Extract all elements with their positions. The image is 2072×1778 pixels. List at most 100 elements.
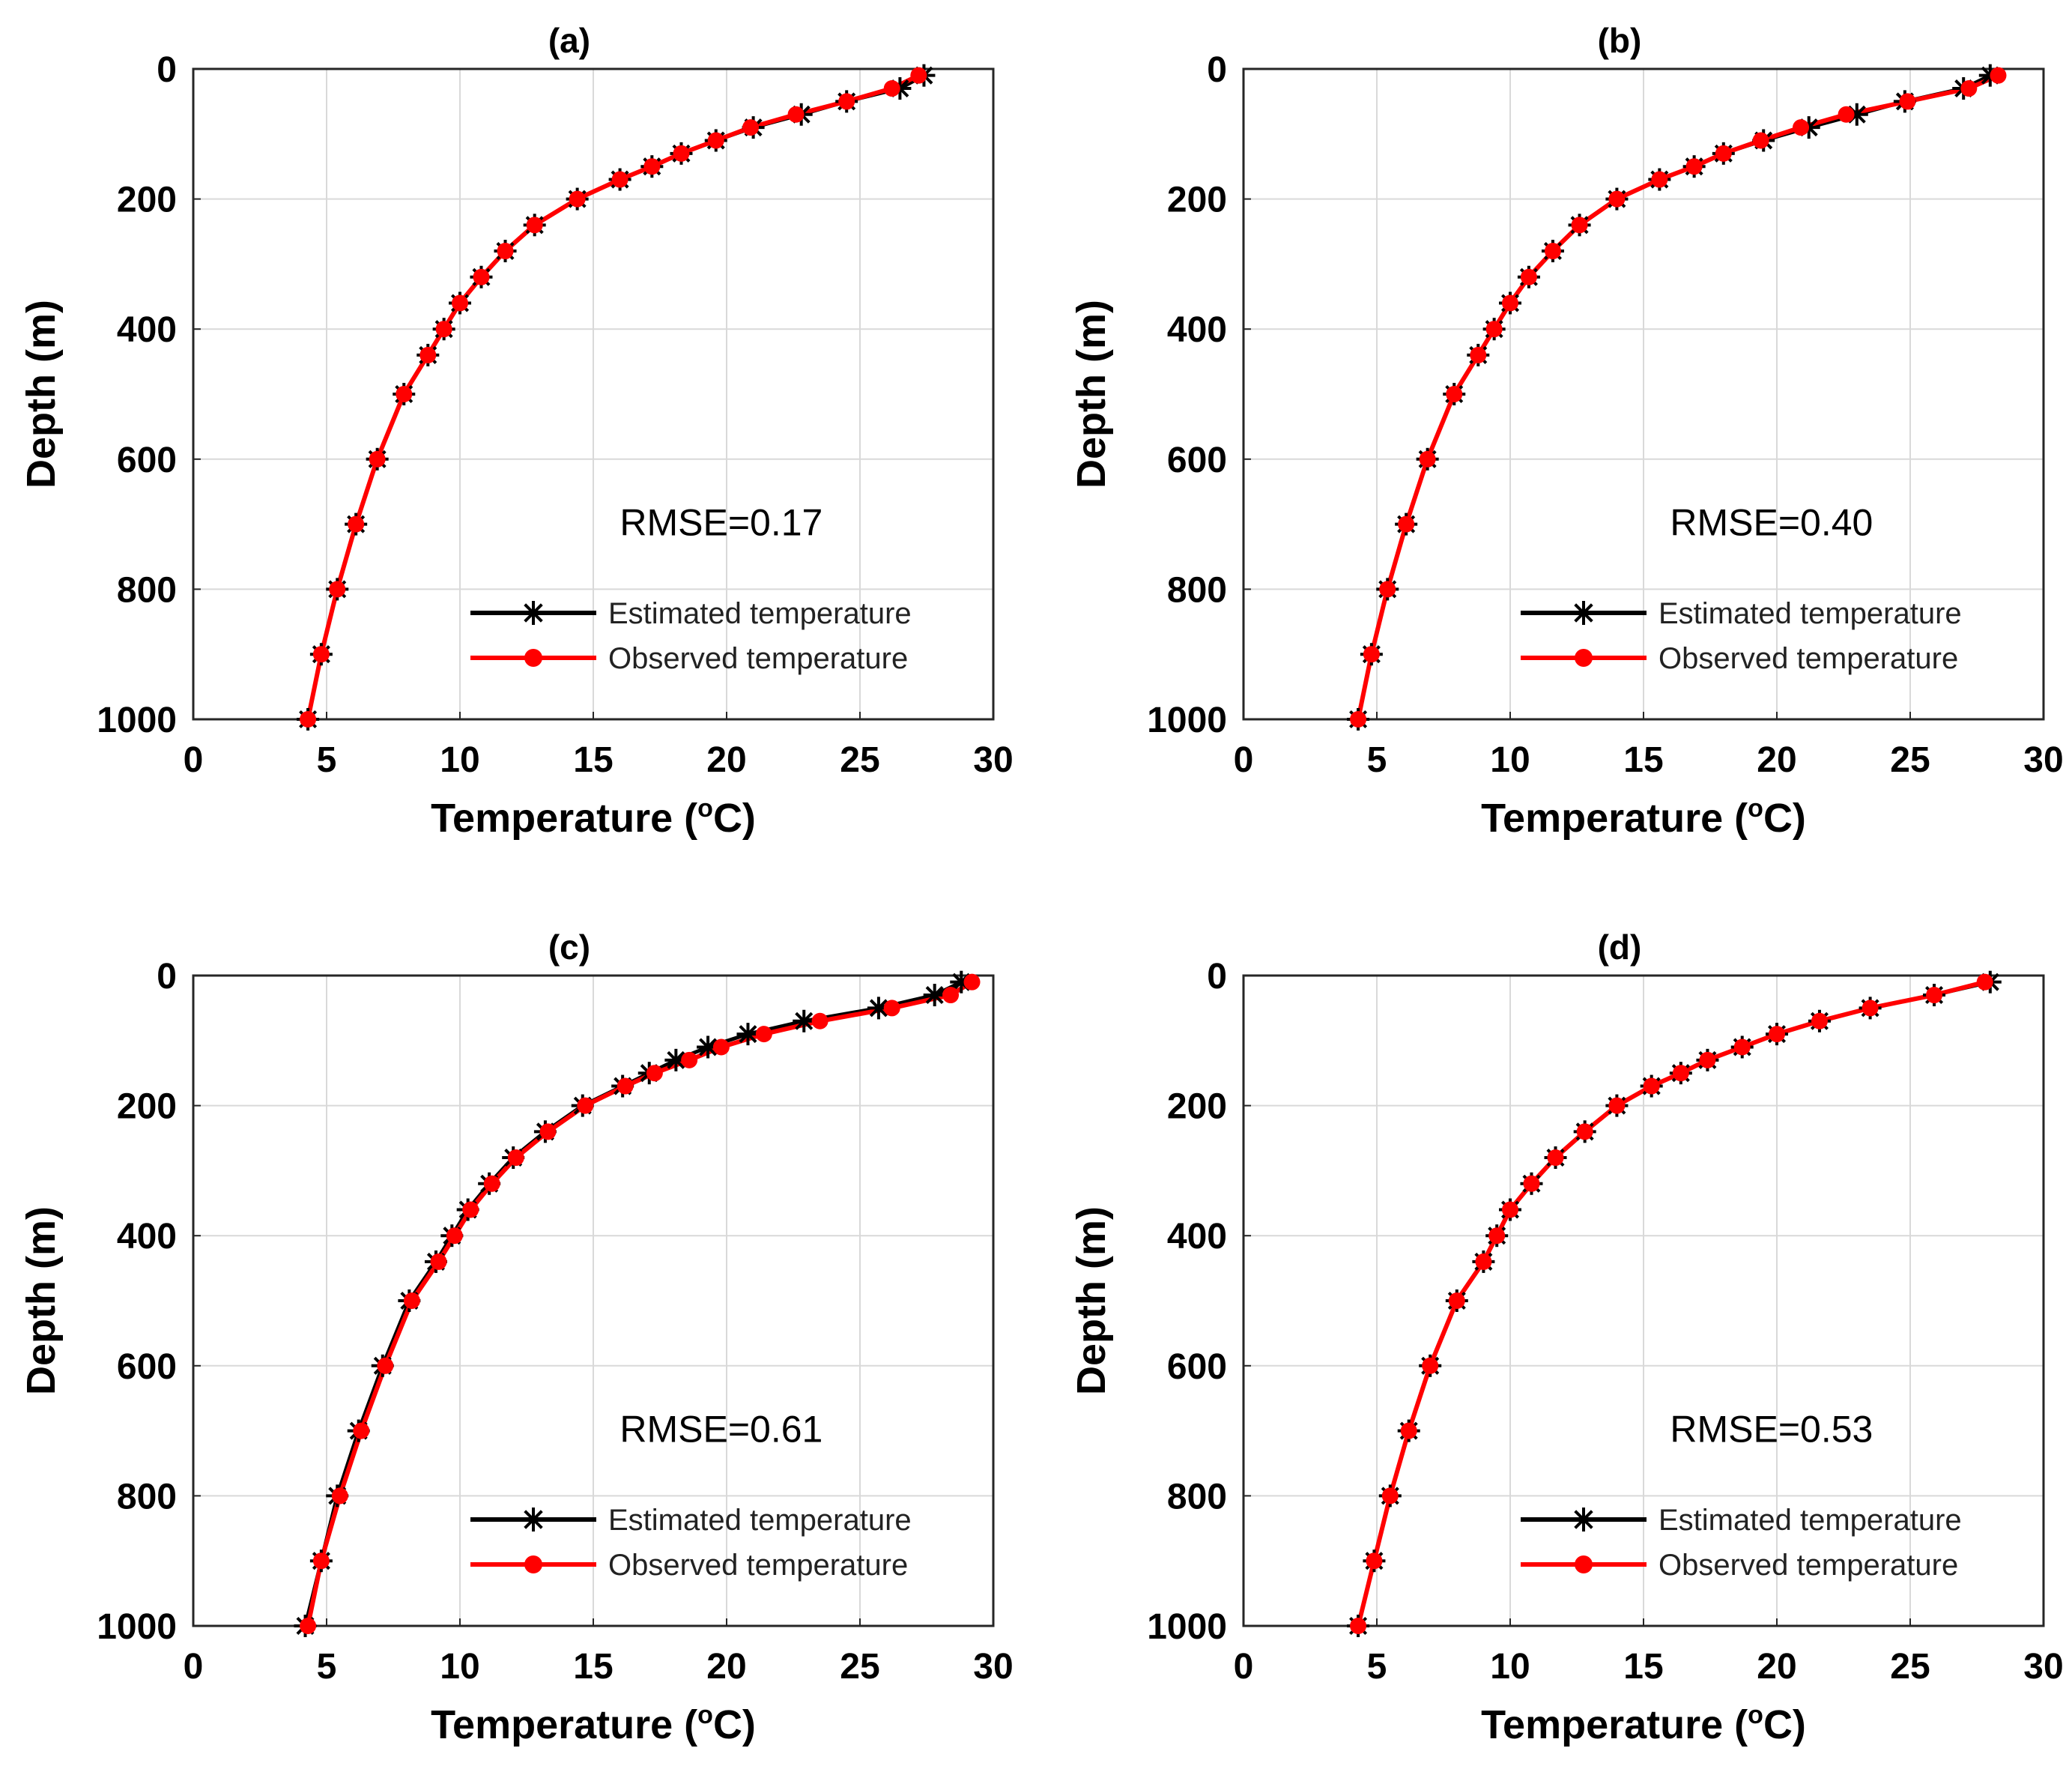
observed-point [1643,1077,1660,1095]
y-tick-label: 200 [1167,1087,1227,1127]
legend-label-estimated: Estimated temperature [608,1504,912,1537]
y-tick-label: 800 [1167,570,1227,610]
observed-point [1366,1552,1383,1570]
observed-point [1899,93,1916,110]
y-tick-label: 400 [1167,1217,1227,1257]
x-axis-label-degree: o [697,794,713,823]
panel-b: 0 5 10 15 20 25 30 0 200 400 600 800 1000 (b) Temperat… [1069,21,2064,841]
observed-point [643,158,661,175]
observed-point [787,106,805,123]
observed-point [1733,1038,1751,1056]
x-tick-label: 30 [973,740,1013,780]
observed-point [1793,119,1810,136]
legend-marker-estimated [1572,1508,1596,1531]
observed-point [1699,1051,1716,1068]
x-axis-label-text: Temperature ( [1481,796,1748,841]
series-line-observed [1356,73,1999,720]
observed-point [1488,1227,1506,1245]
x-tick-label: 0 [1234,740,1254,780]
observed-point [1398,515,1415,533]
estimated-point [697,1035,720,1059]
x-tick-label: 10 [1490,1647,1530,1687]
observed-point [1419,450,1436,468]
observed-point [1502,1201,1518,1218]
observed-point [1547,1149,1564,1167]
y-tick-label: 400 [117,310,177,350]
y-tick-label: 1000 [1147,701,1227,740]
observed-point [1685,158,1703,175]
observed-point [1769,1026,1785,1043]
y-tick-label: 800 [117,1477,177,1517]
observed-point [755,1026,772,1043]
observed-point [1960,80,1978,97]
y-tick-label: 400 [117,1217,177,1257]
x-tick-label: 25 [1890,1647,1930,1687]
x-tick-label: 15 [1623,1647,1663,1687]
observed-point [1520,268,1537,285]
observed-point [300,711,317,728]
observed-point [1422,1357,1439,1374]
x-axis-label-text: Temperature ( [431,796,697,841]
observed-point [1485,321,1503,338]
x-axis-label-text: Temperature ( [431,1702,697,1747]
rmse-annotation: RMSE=0.53 [1670,1408,1873,1450]
panel-title: (c) [548,928,590,967]
asterisk-stroke [667,1050,685,1069]
x-tick-label: 20 [1757,1647,1796,1687]
x-axis-label-unit: C) [713,796,756,841]
observed-point [329,581,346,598]
legend-marker-observed [1575,649,1593,667]
x-axis-label-unit: C) [1763,796,1806,841]
observed-point [838,93,855,110]
x-tick-label: 10 [1490,740,1530,780]
x-tick-label: 25 [1890,740,1930,780]
observed-point [1379,581,1396,598]
x-tick-label: 5 [1367,1647,1387,1687]
observed-point [1990,67,2007,84]
y-tick-label: 200 [1167,181,1227,220]
observed-point [1544,243,1561,260]
observed-point [1446,386,1463,402]
panel-c: 0 5 10 15 20 25 30 0 200 400 600 800 1000 (c) Temperat… [19,928,1014,1747]
legend-label-estimated: Estimated temperature [1658,597,1962,630]
x-tick-label: 5 [317,1647,337,1687]
observed-point [1608,1097,1626,1114]
x-axis-label: Temperature (oC) [431,794,756,841]
asterisk-stroke [1574,603,1593,623]
x-tick-label: 30 [973,1647,1013,1687]
x-tick-label: 15 [1623,740,1663,780]
observed-point [1715,145,1732,162]
y-tick-label: 800 [1167,1477,1227,1517]
legend-label-estimated: Estimated temperature [1658,1504,1962,1537]
observed-point [396,386,413,402]
y-tick-label: 400 [1167,310,1227,350]
legend-label-observed: Observed temperature [1658,1549,1958,1582]
y-tick-label: 0 [1207,50,1227,90]
y-tick-label: 0 [1207,957,1227,997]
legend-marker-estimated [1572,601,1596,625]
observed-point [1811,1012,1828,1029]
observed-point [707,132,724,149]
axes-frame [1242,974,2045,1627]
observed-point [1608,190,1626,208]
x-tick-label: 5 [1367,740,1387,780]
observed-point [811,1012,829,1029]
observed-point [446,1227,463,1245]
asterisk-stroke [925,986,944,1005]
observed-point [452,294,468,312]
y-axis-label: Depth (m) [1069,300,1114,489]
x-tick-label: 0 [184,1647,204,1687]
observed-point [1350,711,1367,728]
x-tick-label: 5 [317,740,337,780]
x-tick-label: 20 [706,1647,746,1687]
axes-frame [1242,67,2045,721]
observed-point [1862,1000,1879,1017]
observed-point [312,1552,330,1570]
observed-point [369,450,386,468]
estimated-point [793,1009,816,1032]
panel-d: 0 5 10 15 20 25 30 0 200 400 600 800 1000 (d) Temperat… [1069,928,2064,1747]
observed-point [942,987,960,1004]
legend-marker-estimated [521,601,545,625]
y-tick-label: 1000 [1147,1607,1227,1647]
